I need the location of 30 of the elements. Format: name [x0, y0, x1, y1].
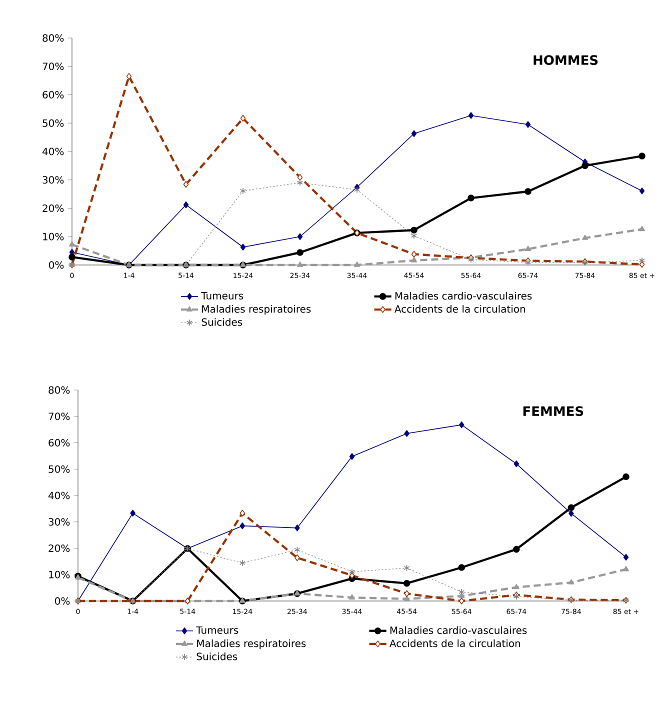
- y-tick-label: 30%: [48, 518, 70, 526]
- legend-label: Accidents de la circulation: [394, 304, 526, 313]
- legend-label: Accidents de la circulation: [390, 639, 520, 648]
- text: HOMMES: [534, 55, 598, 65]
- legend-label: Maladies cardio-vasculaires: [395, 292, 532, 300]
- legend-label: Maladies respiratoires: [197, 639, 306, 650]
- y-tick-label: 50%: [42, 119, 64, 127]
- text: FEMMES: [523, 406, 584, 416]
- legend-label: Suicides: [202, 318, 242, 326]
- y-tick-label: 50%: [48, 465, 70, 473]
- y-tick-label: 40%: [48, 492, 70, 500]
- y-tick-label: 60%: [42, 90, 64, 99]
- legend-label: Maladies cardio-vasculaires: [390, 626, 527, 634]
- y-tick-label: 70%: [48, 412, 70, 420]
- y-tick-label: 80%: [48, 386, 70, 394]
- legend-label: Tumeurs: [196, 626, 238, 634]
- legend-label: Suicides: [196, 652, 238, 660]
- y-tick-label: 80%: [42, 34, 64, 42]
- y-tick-label: 10%: [49, 570, 70, 578]
- y-tick-label: 20%: [48, 544, 70, 552]
- legend-label: Maladies respiratoires: [202, 304, 311, 315]
- y-tick-label: 20%: [42, 204, 64, 212]
- y-tick-label: 10%: [43, 232, 64, 240]
- y-tick-label: 30%: [42, 176, 64, 184]
- y-tick-label: 0%: [54, 597, 70, 605]
- y-tick-label: 0%: [48, 261, 64, 269]
- y-tick-label: 70%: [42, 62, 64, 70]
- y-tick-label: 60%: [48, 438, 70, 447]
- legend-label: Tumeurs: [201, 292, 244, 300]
- y-tick-label: 40%: [42, 148, 64, 156]
